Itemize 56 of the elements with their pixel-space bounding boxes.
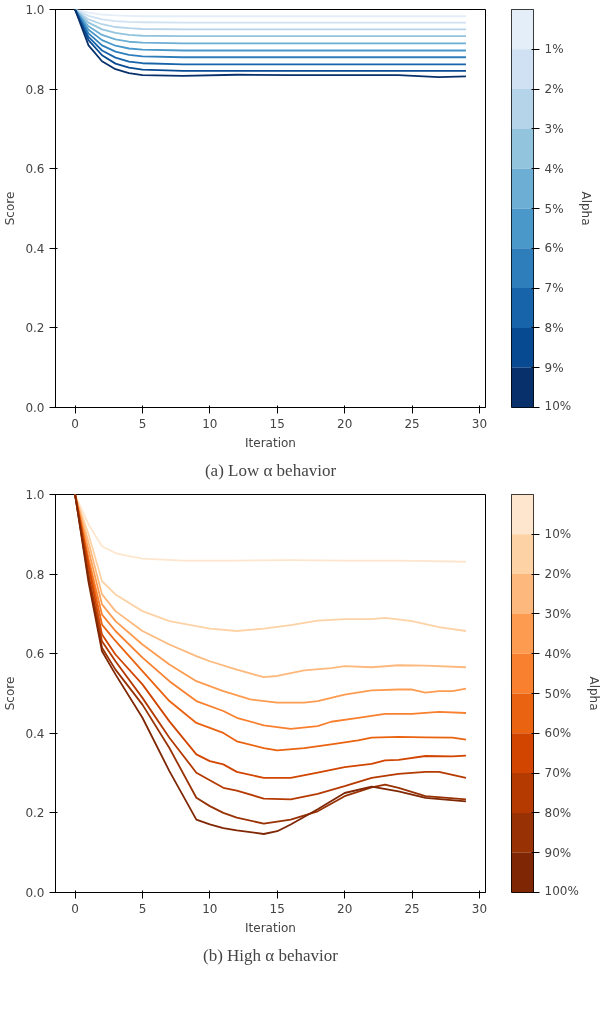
color-bar-label: 10%	[544, 527, 572, 542]
color-bar-label: 90%	[544, 845, 572, 860]
color-bar-label: 70%	[544, 766, 572, 781]
color-bar-label: 2%	[544, 82, 564, 97]
color-bar-label: 40%	[544, 646, 572, 661]
y-tick-label: 0.6	[25, 162, 45, 177]
color-bar-title: Alpha	[579, 191, 594, 226]
color-bar-label: 30%	[544, 606, 572, 621]
x-axis-title: Iteration	[245, 920, 296, 935]
color-bar-label: 6%	[544, 241, 564, 256]
color-bar-label: 60%	[544, 726, 572, 741]
y-axis-title: Score	[3, 191, 18, 226]
y-tick-label: 0.8	[25, 567, 45, 582]
line-series	[74, 9, 467, 45]
x-tick-label: 10	[202, 416, 218, 431]
text: (a) Low α behavior	[204, 460, 337, 480]
y-axis-title: Score	[3, 676, 18, 711]
color-bar-label: 9%	[544, 360, 564, 375]
y-tick-label: 1.0	[25, 488, 45, 502]
x-tick-label: 20	[337, 416, 353, 431]
color-bar-label: 20%	[544, 567, 572, 582]
y-tick-label: 0.2	[25, 321, 45, 336]
x-tick-label: 0	[71, 416, 79, 431]
x-tick-label: 25	[404, 416, 420, 431]
color-bar-label: 3%	[544, 121, 564, 136]
x-tick-label: 30	[471, 416, 488, 431]
y-tick-label: 0.0	[25, 886, 45, 900]
color-bar-label: 1%	[544, 42, 564, 57]
x-tick-label: 15	[269, 416, 285, 431]
y-tick-label: 0.4	[25, 241, 45, 256]
y-tick-label: 0.6	[25, 647, 45, 662]
line-series	[74, 9, 467, 31]
x-tick-label: 15	[269, 901, 285, 916]
color-bar-label: 100%	[544, 883, 579, 898]
y-tick-label: 0.2	[25, 806, 45, 821]
color-bar-label: 50%	[544, 686, 572, 701]
y-tick-label: 0.0	[25, 401, 45, 415]
color-bar-label: 8%	[544, 320, 564, 335]
color-bar-label: 7%	[544, 281, 564, 296]
text: (b) High α behavior	[203, 945, 339, 965]
x-axis-title: Iteration	[245, 435, 296, 450]
x-tick-label: 20	[337, 901, 353, 916]
color-bar-title: Alpha	[586, 676, 601, 711]
y-tick-label: 0.8	[25, 82, 45, 97]
color-bar-label: 5%	[544, 201, 564, 216]
x-tick-label: 30	[471, 901, 488, 916]
color-bar-label: 4%	[544, 161, 564, 176]
x-tick-label: 5	[138, 416, 147, 431]
color-bar-label: 10%	[544, 398, 572, 413]
color-bar-label: 80%	[544, 805, 572, 820]
x-tick-label: 25	[404, 901, 420, 916]
x-tick-label: 5	[138, 901, 147, 916]
x-tick-label: 0	[71, 901, 79, 916]
y-tick-label: 0.4	[25, 726, 45, 741]
x-tick-label: 10	[202, 901, 218, 916]
y-tick-label: 1.0	[25, 3, 45, 17]
